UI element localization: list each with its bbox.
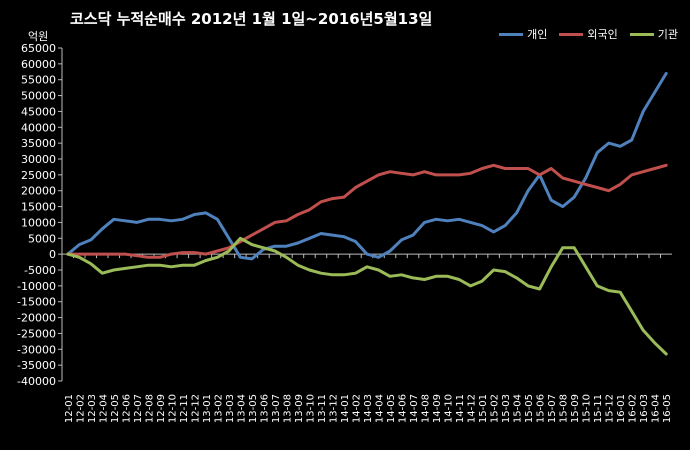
y-tick-label: 35000 (21, 137, 56, 150)
y-tick-label: 45000 (21, 105, 56, 118)
x-tick-label: 15-07 (547, 394, 558, 423)
y-tick-label: 50000 (21, 90, 56, 103)
legend-item-foreign: 외국인 (559, 26, 618, 42)
x-tick-label: 15-02 (490, 394, 501, 423)
x-tick-label: 14-05 (386, 394, 397, 423)
x-tick-label: 12-03 (87, 394, 98, 423)
x-tick-label: 13-07 (271, 394, 282, 423)
legend-label-individual: 개인 (527, 28, 548, 41)
y-tick-label: -35000 (17, 359, 56, 372)
x-tick-label: 12-06 (121, 394, 132, 423)
x-tick-label: 13-08 (282, 394, 293, 423)
x-tick-label: 14-12 (467, 394, 478, 423)
y-tick-label: 25000 (21, 169, 56, 182)
series-line-1 (66, 163, 668, 259)
legend-label-institution: 기관 (657, 28, 678, 41)
legend-swatch-foreign (559, 32, 584, 36)
y-tick-label: 65000 (21, 42, 56, 55)
x-tick-label: 13-12 (328, 394, 339, 423)
x-tick-label: 14-01 (340, 394, 351, 423)
y-tick-label: 60000 (21, 58, 56, 71)
x-tick-label: 15-04 (513, 394, 524, 423)
x-tick-label: 14-11 (455, 394, 466, 423)
x-tick-label: 16-01 (616, 394, 627, 423)
x-tick-label: 13-01 (202, 394, 213, 423)
legend-swatch-individual (499, 32, 524, 36)
x-tick-label: 12-11 (179, 394, 190, 423)
y-tick-label: -15000 (17, 296, 56, 309)
x-tick-label: 16-04 (651, 394, 662, 423)
x-tick-label: 13-05 (248, 394, 259, 423)
y-tick-label: 10000 (21, 216, 56, 229)
x-tick-label: 16-02 (628, 394, 639, 423)
x-tick-label: 12-09 (156, 394, 167, 423)
y-tick-label: -40000 (17, 375, 56, 388)
x-tick-label: 15-08 (559, 394, 570, 423)
x-tick-label: 15-05 (524, 394, 535, 423)
x-tick-label: 14-02 (351, 394, 362, 423)
x-tick-label: 14-03 (363, 394, 374, 423)
y-tick-label: 5000 (28, 232, 56, 245)
legend: 개인 외국인 기관 (499, 26, 678, 42)
y-tick-label: -25000 (17, 327, 56, 340)
y-tick-label: 40000 (21, 121, 56, 134)
legend-swatch-institution (629, 32, 654, 36)
x-tick-label: 12-02 (75, 394, 86, 423)
y-tick-label: 15000 (21, 201, 56, 214)
x-tick-label: 13-11 (317, 394, 328, 423)
y-tick-label: -10000 (17, 280, 56, 293)
x-tick-label: 12-10 (167, 394, 178, 423)
x-tick-label: 15-01 (478, 394, 489, 423)
x-tick-label: 13-09 (294, 394, 305, 423)
x-tick-label: 12-04 (98, 394, 109, 423)
chart-title: 코스닥 누적순매수 2012년 1월 1일~2016년5월13일 (70, 10, 433, 28)
x-tick-label: 13-06 (259, 394, 270, 423)
x-tick-label: 12-07 (133, 394, 144, 423)
x-tick-label: 13-02 (213, 394, 224, 423)
legend-label-foreign: 외국인 (587, 28, 618, 41)
legend-item-institution: 기관 (629, 26, 678, 42)
x-tick-label: 12-12 (190, 394, 201, 423)
y-tick-label: -20000 (17, 312, 56, 325)
x-tick-label: 16-03 (639, 394, 650, 423)
x-tick-label: 14-04 (375, 394, 386, 423)
legend-item-individual: 개인 (499, 26, 547, 42)
y-tick-label: 20000 (21, 185, 56, 198)
y-tick-label: -30000 (17, 343, 56, 356)
x-tick-label: 15-06 (536, 394, 547, 423)
x-tick-label: 15-12 (605, 394, 616, 423)
x-tick-label: 16-05 (662, 394, 673, 423)
x-tick-label: 12-08 (144, 394, 155, 423)
x-tick-label: 15-11 (593, 394, 604, 423)
x-tick-label: 12-05 (110, 394, 121, 423)
y-tick-label: 0 (49, 248, 56, 261)
x-tick-label: 13-04 (236, 394, 247, 423)
x-tick-label: 14-08 (421, 394, 432, 423)
x-tick-label: 14-09 (432, 394, 443, 423)
x-tick-label: 15-10 (582, 394, 593, 423)
y-axis-unit: 억원 (28, 30, 49, 43)
y-tick-label: -5000 (24, 264, 56, 277)
x-tick-label: 13-10 (305, 394, 316, 423)
series-line-0 (66, 71, 668, 261)
x-tick-label: 14-07 (409, 394, 420, 423)
y-tick-label: 55000 (21, 74, 56, 87)
x-tick-label: 14-10 (444, 394, 455, 423)
x-tick-label: 12-01 (64, 394, 75, 423)
y-tick-label: 30000 (21, 153, 56, 166)
series-line-2 (66, 236, 668, 356)
x-tick-label: 15-09 (570, 394, 581, 423)
x-tick-label: 13-03 (225, 394, 236, 423)
x-tick-label: 14-06 (398, 394, 409, 423)
x-tick-label: 15-03 (501, 394, 512, 423)
